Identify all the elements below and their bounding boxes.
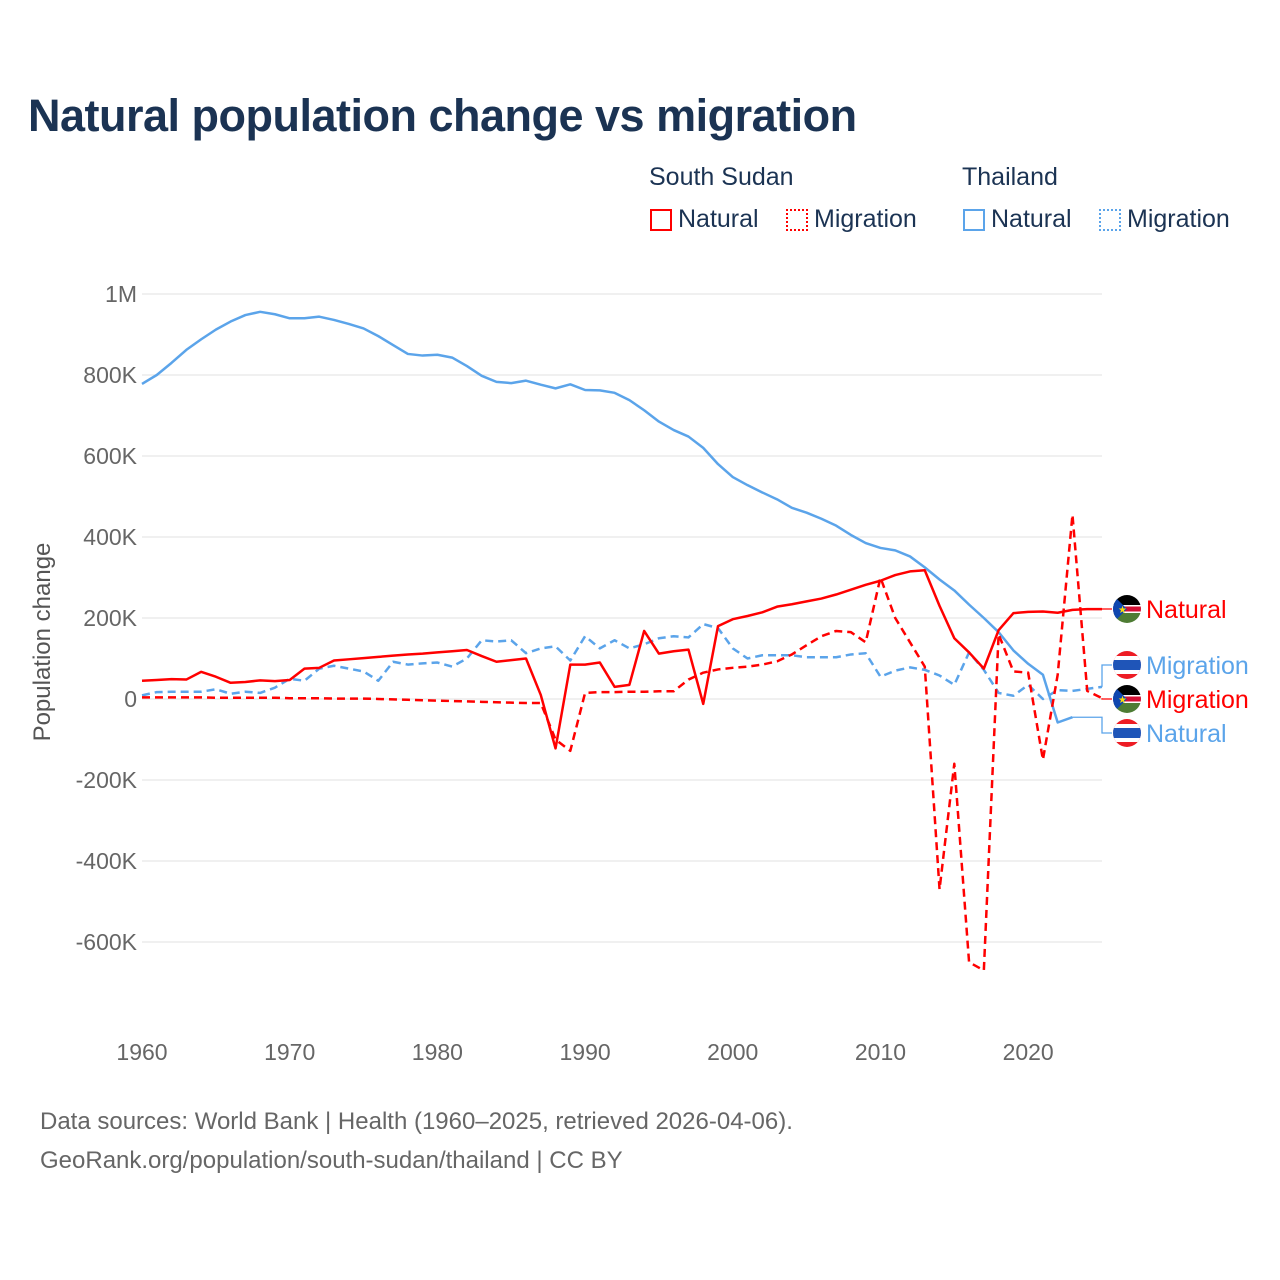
legend-label: Natural <box>678 205 759 233</box>
south-sudan-flag-icon <box>1113 595 1141 623</box>
end-label: Natural <box>1146 720 1227 748</box>
legend-swatch-dotted <box>1099 208 1121 231</box>
y-tick-label: 400K <box>83 524 137 550</box>
series-line-thailand-migration <box>141 622 1103 701</box>
legend-group-south-sudan: South Sudan <box>649 163 794 191</box>
legend-swatch-solid <box>963 208 985 231</box>
label-leader-line <box>1101 664 1112 687</box>
y-tick-label: -600K <box>76 929 138 955</box>
legend-swatch-solid <box>650 208 672 231</box>
footer-sources: Data sources: World Bank | Health (1960–… <box>40 1108 793 1135</box>
x-tick-label: 2000 <box>707 1039 758 1065</box>
label-leader-line <box>1101 698 1112 700</box>
label-leader-line <box>1072 716 1112 734</box>
y-tick-label: -400K <box>76 848 138 874</box>
legend-label: Natural <box>991 205 1072 233</box>
legend-ss-natural[interactable]: Natural <box>650 205 759 234</box>
footer-link[interactable]: GeoRank.org/population/south-sudan/thail… <box>40 1147 623 1174</box>
x-tick-label: 1980 <box>412 1039 463 1065</box>
legend-label: Migration <box>814 205 917 233</box>
legend-label: Migration <box>1127 205 1230 233</box>
y-tick-label: 1M <box>105 281 137 307</box>
series-line-south-sudan-natural <box>141 568 1102 750</box>
x-tick-label: 1970 <box>264 1039 315 1065</box>
end-label: Migration <box>1146 652 1249 680</box>
legend-swatch-dotted <box>786 208 808 231</box>
legend-th-natural[interactable]: Natural <box>963 205 1072 234</box>
chart-title: Natural population change vs migration <box>28 90 857 141</box>
series-line-thailand-natural <box>141 310 1073 724</box>
x-tick-label: 2020 <box>1003 1039 1054 1065</box>
end-label: Natural <box>1146 596 1227 624</box>
y-tick-label: 200K <box>83 605 137 631</box>
y-tick-label: 600K <box>83 443 137 469</box>
y-tick-label: 800K <box>83 362 137 388</box>
x-tick-label: 1960 <box>116 1039 167 1065</box>
legend-ss-migration[interactable]: Migration <box>786 205 917 234</box>
y-tick-label: -200K <box>76 767 138 793</box>
thailand-flag-icon <box>1113 651 1141 679</box>
legend-th-migration[interactable]: Migration <box>1099 205 1230 234</box>
y-axis-label: Population change <box>29 543 56 742</box>
thailand-flag-icon <box>1113 719 1141 747</box>
end-label: Migration <box>1146 686 1249 714</box>
x-tick-label: 2010 <box>855 1039 906 1065</box>
y-tick-label: 0 <box>124 686 137 712</box>
series-line-south-sudan-migration <box>142 513 1103 972</box>
legend-group-thailand: Thailand <box>962 163 1058 191</box>
south-sudan-flag-icon <box>1113 685 1141 713</box>
x-tick-label: 1990 <box>559 1039 610 1065</box>
